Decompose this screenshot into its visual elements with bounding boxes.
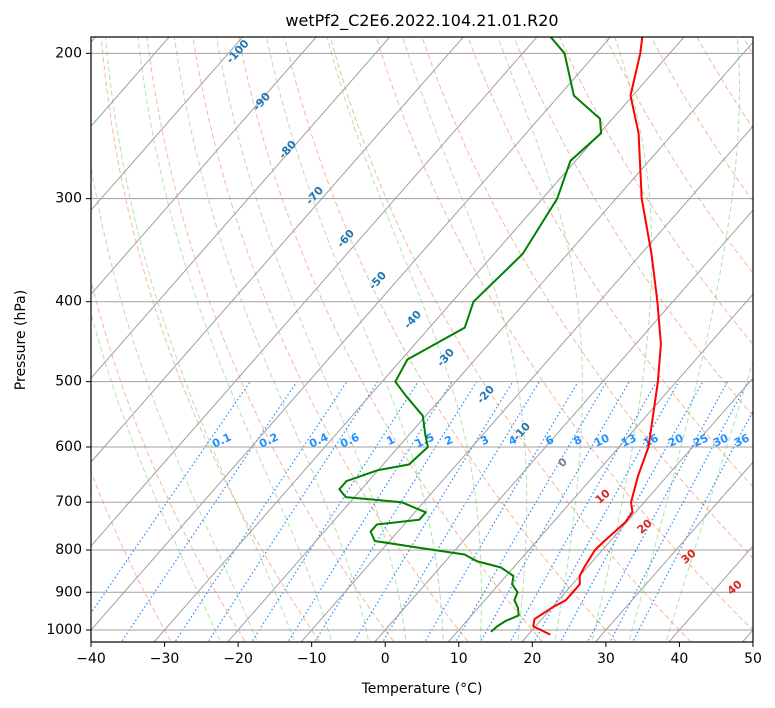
- mixing-ratio-line: [91, 381, 251, 615]
- isotherm: [300, 125, 753, 642]
- x-tick-label: −10: [297, 651, 327, 667]
- isotherm: [521, 377, 753, 642]
- isotherm: [91, 37, 465, 463]
- mixing-ratio-label: 2: [443, 433, 455, 448]
- mixing-ratio-line: [424, 381, 579, 642]
- y-tick-label: 500: [55, 374, 82, 390]
- mixing-ratio-line: [560, 381, 704, 642]
- dry-adiabat: [91, 470, 172, 642]
- isotherm: [226, 41, 753, 642]
- dry-adiabat: [91, 278, 247, 642]
- isotherm-label: -90: [250, 90, 273, 114]
- mixing-ratio-line: [509, 381, 658, 642]
- dry-adiabat: [192, 37, 469, 642]
- dry-adiabat: [100, 37, 321, 642]
- isotherm-label: -20: [474, 383, 497, 407]
- mixing-ratio-label: 36: [732, 431, 752, 449]
- y-tick-label: 700: [55, 494, 82, 510]
- dry-adiabat: [238, 37, 544, 642]
- mixing-ratio-label: 13: [619, 431, 638, 449]
- x-tick-label: 30: [597, 651, 615, 667]
- isotherm-label: -40: [401, 308, 424, 332]
- mixing-ratio-label: 30: [711, 431, 731, 449]
- x-tick-label: 10: [450, 651, 468, 667]
- isotherm: [374, 209, 753, 642]
- y-tick-label: 400: [55, 294, 82, 310]
- mixing-ratio-label: 3: [479, 433, 491, 448]
- y-tick-label: 800: [55, 542, 82, 558]
- mixing-ratio-label: 0.1: [210, 431, 233, 451]
- mixing-ratio-label: 8: [572, 433, 584, 448]
- isotherm: [594, 461, 753, 642]
- mixing-ratio-line: [314, 381, 478, 642]
- y-tick-label: 200: [55, 45, 82, 61]
- moist-adiabat-label: 0: [556, 455, 570, 470]
- mixing-ratio-line: [287, 381, 453, 642]
- y-tick-label: 600: [55, 439, 82, 455]
- x-tick-label: 0: [381, 651, 390, 667]
- isotherm-label: -100: [224, 37, 252, 66]
- x-tick-label: −20: [223, 651, 253, 667]
- x-tick-label: 20: [523, 651, 541, 667]
- mixing-ratio-label: 0.2: [257, 431, 280, 451]
- isotherm: [91, 37, 317, 295]
- dry-adiabat: [467, 37, 753, 488]
- dry-adiabat: [329, 37, 692, 642]
- dry-adiabat: [421, 37, 753, 559]
- moist-adiabat-label: 30: [679, 546, 699, 566]
- mixing-ratio-label: 6: [544, 433, 557, 448]
- y-axis-label: Pressure (hPa): [13, 290, 29, 390]
- x-tick-label: −30: [150, 651, 180, 667]
- plot-frame: [90, 36, 754, 643]
- isotherm: [91, 37, 538, 547]
- x-tick-label: −40: [76, 651, 106, 667]
- isotherm: [91, 37, 391, 379]
- mixing-ratio-line: [632, 409, 753, 642]
- x-tick-label: 50: [744, 651, 762, 667]
- y-axis: 1000900800700600500400300200100: [46, 45, 91, 638]
- isotherm: [447, 293, 753, 642]
- y-tick-label: 900: [55, 584, 82, 600]
- mixing-ratio-line: [587, 381, 729, 642]
- dry-adiabat: [375, 37, 753, 631]
- x-axis: −40 −30 −20 −10 0 10 20 30 40 50: [76, 642, 762, 667]
- dry-adiabat: [513, 37, 753, 417]
- dry-adiabat: [283, 37, 618, 642]
- isotherm-label: -50: [366, 269, 389, 293]
- mixing-ratio-line: [533, 381, 680, 642]
- isotherm-label: -30: [434, 346, 457, 370]
- dry-adiabat: [558, 37, 753, 346]
- isotherm-label: -80: [276, 138, 299, 162]
- isotherm-label: -70: [303, 184, 326, 208]
- isotherm: [91, 37, 612, 631]
- mixing-ratio-label: 0.4: [307, 430, 330, 450]
- dewpoint-profile: [338, 37, 603, 633]
- moist-adiabat-label: 40: [725, 577, 745, 597]
- background-lines: [91, 37, 753, 642]
- profile-lines: [338, 37, 662, 636]
- dry-adiabat: [650, 37, 753, 202]
- isotherm: [153, 37, 685, 642]
- dry-adiabat: [604, 37, 753, 274]
- x-axis-label: Temperature (°C): [361, 681, 483, 697]
- temperature-profile: [532, 37, 662, 636]
- mixing-ratio-label: 10: [592, 431, 612, 449]
- x-tick-label: 40: [671, 651, 689, 667]
- mixing-ratio-line: [609, 381, 749, 642]
- mixing-ratio-label: 16: [641, 431, 661, 449]
- y-tick-label: 300: [55, 191, 82, 207]
- mixing-ratio-line: [120, 381, 298, 642]
- mixing-ratio-label: 0.6: [338, 430, 361, 450]
- mixing-ratio-line: [207, 381, 379, 642]
- mixing-ratio-line: [250, 381, 419, 642]
- mixing-ratio-label: 25: [691, 431, 710, 449]
- mixing-ratio-line: [455, 381, 608, 642]
- mixing-ratio-line: [381, 381, 540, 642]
- mixing-ratio-label: 20: [666, 431, 686, 449]
- mixing-ratio-line: [353, 381, 514, 642]
- chart-title: wetPf2_C2E6.2022.104.21.01.R20: [285, 11, 558, 31]
- y-tick-label: 1000: [46, 622, 82, 638]
